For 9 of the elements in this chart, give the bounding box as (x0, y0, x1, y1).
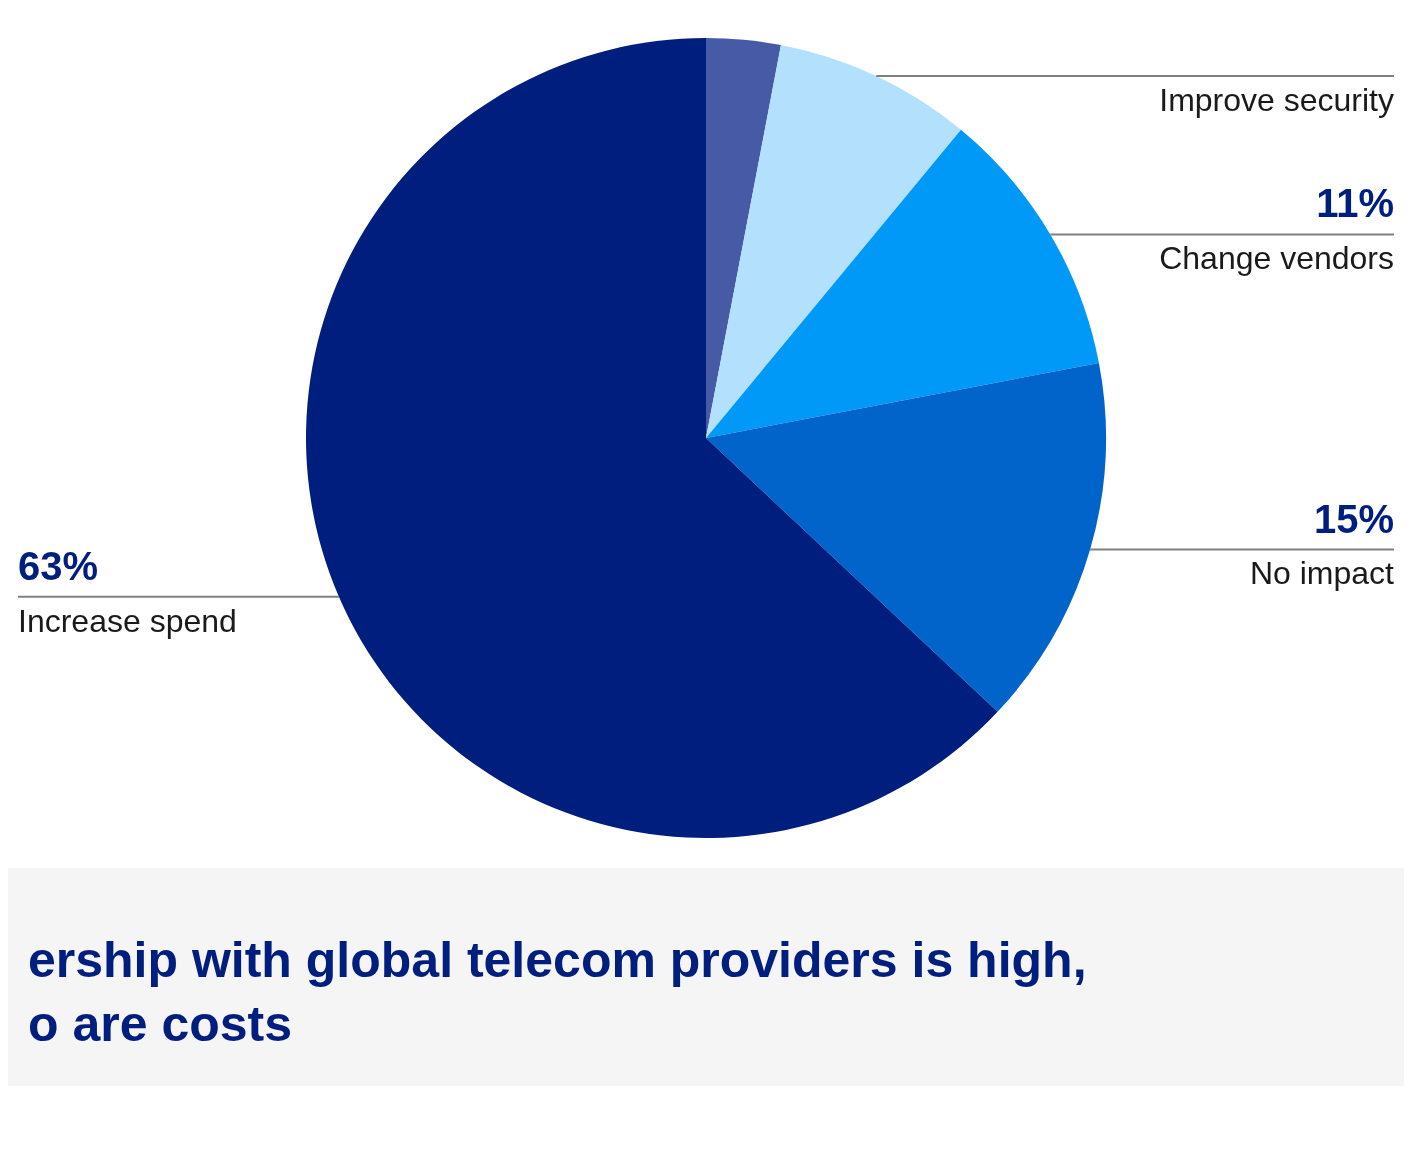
slice-label: No impact (1249, 555, 1395, 592)
slice-label: Increase spend (18, 602, 237, 639)
data-label: 15% (1313, 496, 1394, 541)
slice-label: Change vendors (1159, 240, 1394, 277)
text: o are costs (28, 995, 293, 1054)
data-label: 63% (18, 543, 99, 588)
data-label: 11% (1316, 181, 1394, 226)
text: ership with global telecom providers is high, (28, 931, 1088, 990)
slice-label: Improve security (1159, 81, 1394, 118)
